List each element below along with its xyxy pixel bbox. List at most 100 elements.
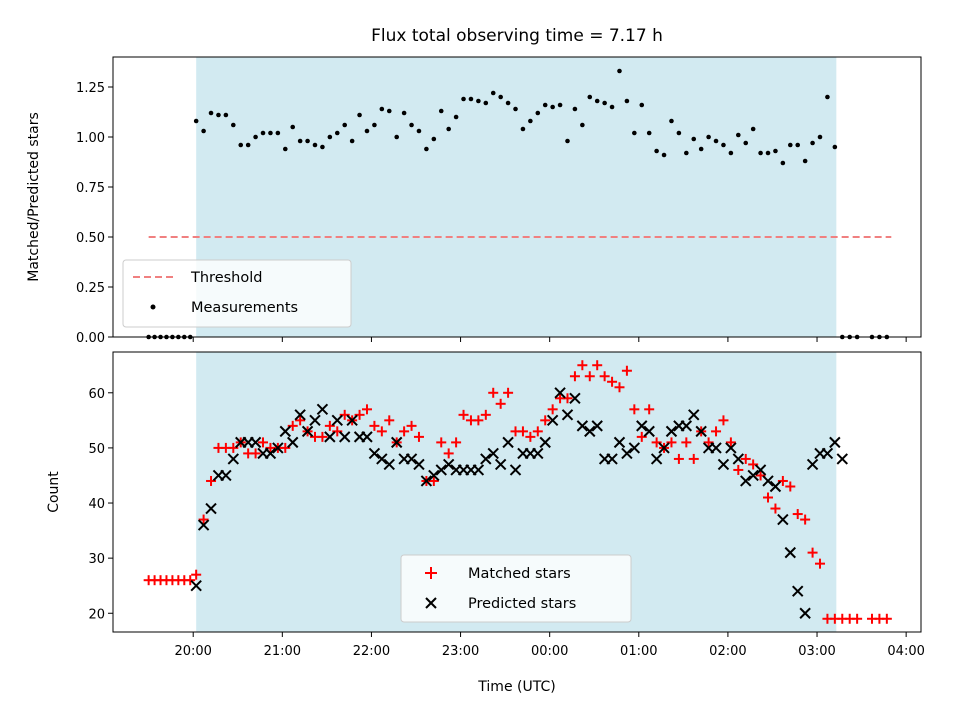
predicted-star-point — [740, 475, 752, 487]
chart-title: Flux total observing time = 7.17 h — [371, 26, 663, 46]
predicted-star-point — [413, 458, 425, 471]
predicted-star-point — [279, 425, 292, 438]
measurement-point — [490, 90, 496, 96]
predicted-star-point — [361, 431, 373, 443]
predicted-star-point — [650, 453, 663, 465]
predicted-star-point — [606, 453, 618, 465]
measurement-point — [825, 94, 830, 100]
predicted-star-point — [287, 436, 299, 449]
measurement-point — [334, 130, 340, 136]
predicted-star-point — [442, 458, 455, 471]
measurement-point — [802, 158, 808, 164]
measurement-point — [669, 118, 674, 124]
predicted-star-point — [643, 425, 655, 438]
predicted-star-point — [331, 414, 343, 427]
measurement-point — [290, 124, 296, 130]
bottom-y-axis: 20 30 40 50 60 — [88, 387, 113, 622]
predicted-star-point — [316, 403, 329, 416]
matched-star-point — [295, 415, 306, 426]
matched-star-point — [354, 409, 365, 420]
predicted-star-point — [405, 453, 418, 465]
predicted-star-point — [829, 436, 841, 449]
measurement-point — [572, 106, 578, 112]
matched-star-point — [287, 420, 298, 431]
matched-star-point — [614, 382, 625, 393]
bottom-x-tick-label: 04:00 — [887, 644, 924, 659]
matched-star-point — [258, 437, 269, 448]
predicted-star-point — [769, 480, 782, 493]
matched-star-point — [451, 437, 462, 448]
predicted-star-point — [205, 502, 217, 515]
measurement-point — [342, 122, 348, 128]
bottom-x-tick-label: 23:00 — [442, 644, 479, 659]
measurement-point — [446, 126, 451, 132]
matched-star-point — [280, 442, 291, 453]
measurement-point — [372, 122, 377, 128]
predicted-star-point — [821, 447, 834, 460]
matched-star-point — [569, 371, 580, 382]
matched-star-point — [369, 420, 380, 431]
predicted-star-point — [806, 458, 819, 471]
predicted-star-point — [688, 409, 700, 421]
x-axis-label: Time (UTC) — [477, 679, 555, 695]
count-points — [143, 360, 892, 624]
matched-star-point — [376, 426, 387, 437]
top-y-tick-label: 0.00 — [76, 331, 105, 346]
top-y-tick-label: 0.50 — [76, 231, 105, 246]
bottom-legend: Matched stars Predicted stars — [400, 554, 632, 623]
predicted-star-point — [494, 458, 507, 471]
predicted-star-point — [725, 442, 737, 454]
matched-star-point — [621, 365, 632, 376]
measurement-point — [743, 140, 749, 146]
measurement-point — [193, 118, 199, 124]
predicted-legend-marker — [425, 597, 437, 609]
predicted-star-point — [539, 436, 551, 449]
predicted-star-point — [472, 464, 485, 476]
measurement-point — [706, 134, 711, 140]
measurement-point — [424, 146, 429, 152]
predicted-star-point — [376, 453, 388, 465]
measurement-point — [201, 128, 206, 134]
predicted-star-point — [554, 387, 566, 399]
matched-star-point — [185, 575, 196, 586]
measurement-point — [260, 130, 266, 136]
measurement-point — [297, 138, 303, 144]
measurement-point — [208, 110, 214, 116]
matched-star-point — [480, 409, 491, 420]
predicted-star-point — [220, 469, 232, 482]
matched-star-point — [763, 492, 774, 503]
matched-star-point — [770, 503, 781, 514]
matched-star-point — [198, 514, 209, 525]
predicted-star-point — [420, 475, 433, 487]
matched-star-point — [228, 442, 239, 453]
measurement-point — [542, 102, 548, 108]
measurement-point — [349, 138, 355, 144]
predicted-star-point — [636, 420, 648, 432]
predicted-star-point — [383, 458, 395, 471]
measurement-point — [416, 128, 422, 134]
matched-star-point — [629, 404, 640, 415]
measurement-point — [736, 132, 741, 138]
predicted-star-point — [480, 453, 492, 465]
matched-star-point — [562, 393, 573, 404]
measurement-point — [632, 130, 637, 136]
predicted-star-point — [665, 425, 678, 438]
predicted-star-point — [428, 469, 440, 482]
predicted-star-point — [799, 607, 811, 619]
matched-star-point — [592, 360, 603, 371]
predicted-star-point — [695, 425, 707, 438]
matched-star-point — [547, 404, 558, 415]
measurement-point — [617, 68, 622, 74]
bottom-y-tick-label: 50 — [88, 442, 105, 457]
measurement-points — [146, 68, 890, 340]
predicted-star-point — [569, 392, 581, 405]
measurement-point — [305, 138, 310, 144]
bottom-x-tick-label: 22:00 — [353, 644, 390, 659]
measurement-point — [364, 128, 370, 134]
top-y-tick-label: 1.00 — [76, 131, 105, 146]
bottom-x-tick-label: 00:00 — [531, 644, 568, 659]
measurement-point — [438, 108, 444, 114]
predicted-star-point — [264, 447, 277, 460]
measurement-point — [535, 110, 541, 116]
predicted-star-point — [197, 519, 210, 531]
